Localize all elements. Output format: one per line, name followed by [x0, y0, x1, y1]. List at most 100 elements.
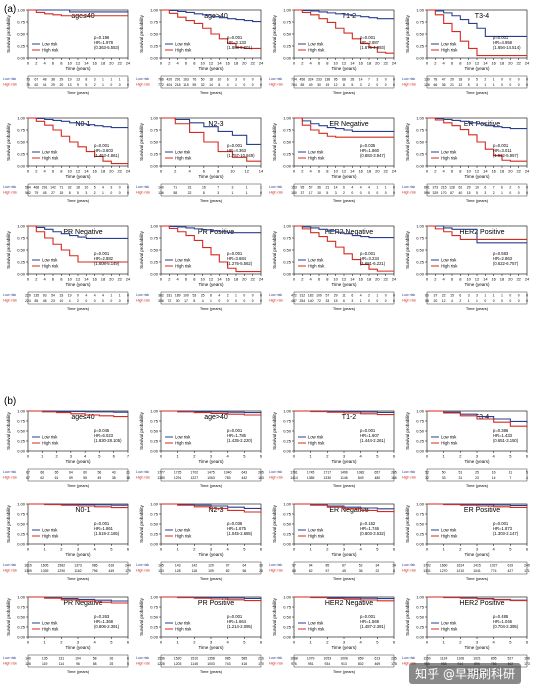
risk-table-cell: 2 [493, 191, 495, 195]
risk-table-cell: 235 [391, 657, 397, 661]
y-tick-label: 0.50 [150, 248, 159, 253]
x-tick-label: 1 [443, 640, 446, 645]
risk-table-cell: 0 [119, 191, 121, 195]
y-axis-label: Survival probability [272, 230, 277, 269]
x-tick-label: 0 [160, 61, 163, 66]
risk-table-cell: 40 [458, 191, 462, 195]
plot-title: ER Positive [464, 507, 500, 514]
stat-text: HR=1.046 [493, 619, 513, 624]
x-tick-label: 0 [293, 61, 296, 66]
y-tick-label: 0.75 [150, 128, 159, 133]
risk-table-cell: 55 [83, 476, 87, 480]
y-axis-label: Survival probability [272, 122, 277, 161]
risk-table-cell: 60 [83, 471, 87, 475]
risk-table-axis-label: Time (years) [67, 198, 90, 203]
stat-text: p=0.583 [493, 251, 509, 256]
x-tick-label: 0 [293, 640, 296, 645]
risk-table-axis-label: Time (years) [67, 90, 90, 95]
risk-table-cell: 249 [524, 564, 530, 568]
risk-table-cell: 404 [166, 83, 172, 87]
risk-table-cell: 15 [467, 191, 471, 195]
legend-low-label: Low risk [175, 150, 191, 155]
x-tick-label: 24 [525, 169, 530, 174]
plot-title: HER2 Negative [325, 229, 373, 236]
risk-table-cell: 49 [98, 476, 102, 480]
risk-table-cell: 1660 [440, 564, 448, 568]
risk-table-axis-label: Time (years) [333, 483, 356, 488]
risk-table-cell: 0 [526, 299, 528, 303]
risk-table-cell: 50 [201, 78, 205, 82]
risk-table-cell: 1227 [191, 476, 199, 480]
risk-table-low-label: Low risk [269, 470, 282, 474]
risk-table-cell: 109 [208, 569, 214, 573]
risk-table-cell: 13 [68, 83, 72, 87]
risk-table-cell: 5 [127, 662, 129, 666]
y-tick-label: 0.25 [17, 260, 26, 265]
plot-title: ER Negative [329, 121, 368, 128]
risk-table-axis-label: Time (years) [333, 90, 356, 95]
x-tick-label: 1 [41, 454, 44, 459]
legend-low-label: Low risk [42, 42, 58, 47]
risk-table-cell: 0 [243, 294, 245, 298]
risk-table-cell: 8 [69, 191, 71, 195]
risk-table-cell: 31 [458, 476, 462, 480]
x-axis-label: Time (years) [464, 174, 490, 179]
risk-table-frame [160, 654, 262, 668]
y-tick-label: 0.75 [17, 512, 26, 517]
risk-table-cell: 3 [360, 83, 362, 87]
x-tick-label: 24 [126, 277, 131, 282]
y-tick-label: 0.00 [416, 164, 425, 169]
legend-low-label: Low risk [42, 435, 58, 440]
risk-table-high-label: High risk [136, 191, 150, 195]
risk-table-cell: 1041 [473, 569, 481, 573]
risk-table-cell: 1145 [191, 662, 198, 666]
risk-table-cell: 6 [227, 78, 229, 82]
risk-table-cell: 0 [119, 186, 121, 190]
x-tick-label: 5 [509, 547, 512, 552]
x-tick-label: 16 [491, 169, 496, 174]
risk-table-cell: 142 [191, 564, 197, 568]
x-tick-label: 20 [109, 169, 114, 174]
x-tick-label: 20 [242, 277, 247, 282]
plot-title: N2-3 [208, 507, 223, 514]
risk-table-cell: 68 [292, 569, 296, 573]
risk-table-cell: 95 [334, 78, 338, 82]
panel-label-a: (a) [4, 4, 16, 15]
risk-table-cell: 8 [193, 299, 195, 303]
x-tick-label: 18 [367, 169, 372, 174]
y-tick-label: 0.25 [416, 260, 425, 265]
y-tick-label: 1.00 [150, 224, 159, 229]
x-tick-label: 10 [333, 169, 338, 174]
risk-table-cell: 0 [127, 186, 129, 190]
risk-table-cell: 67 [34, 78, 38, 82]
x-tick-label: 2 [193, 454, 196, 459]
stat-text: (1.453-4.861) [94, 153, 120, 158]
stat-text: p=0.001 [227, 614, 243, 619]
legend-high-label: High risk [175, 534, 192, 539]
risk-table-cell: 0 [526, 78, 528, 82]
risk-table-cell: 2 [343, 191, 345, 195]
risk-table-cell: 0 [368, 299, 370, 303]
x-tick-label: 22 [250, 277, 255, 282]
risk-table-high-label: High risk [136, 83, 150, 87]
risk-table-high-label: High risk [269, 569, 283, 573]
x-tick-label: 10 [333, 277, 338, 282]
x-tick-label: 5 [110, 547, 113, 552]
y-axis-label: Survival probability [139, 504, 144, 543]
risk-table-cell: 796 [92, 569, 98, 573]
x-axis-label: Time (years) [198, 282, 224, 287]
y-tick-label: 1.00 [17, 8, 26, 13]
risk-table-cell: 9 [77, 294, 79, 298]
risk-table-cell: 216 [258, 657, 264, 661]
x-tick-label: 2 [35, 277, 38, 282]
risk-table-cell: 986 [92, 564, 98, 568]
risk-table-cell: 29 [51, 83, 55, 87]
x-tick-label: 16 [92, 277, 97, 282]
risk-table-frame [27, 183, 129, 197]
y-axis-label: Survival probability [139, 597, 144, 636]
stat-text: (1.888-5.201) [227, 45, 253, 50]
risk-table-cell: 21 [450, 83, 454, 87]
risk-table-cell: 119 [42, 662, 48, 666]
legend-high-label: High risk [42, 441, 59, 446]
risk-table-low-label: Low risk [402, 293, 415, 297]
